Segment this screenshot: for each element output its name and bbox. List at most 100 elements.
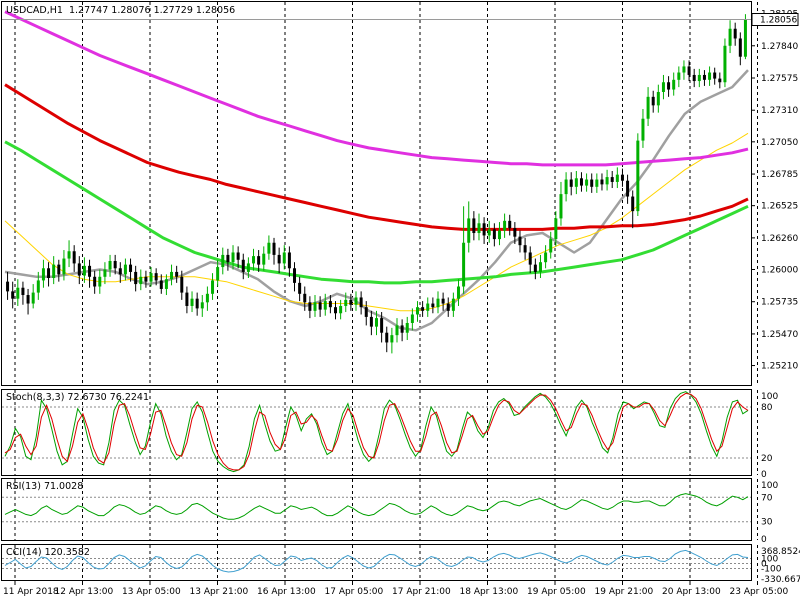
candle-body [11,291,15,299]
candle-body [88,265,92,277]
candle-body [369,316,373,327]
candle-body [62,258,66,275]
candle [503,213,507,238]
candle-body [267,242,271,254]
candle-body [57,264,61,275]
price-tick-label: 1.25735 [761,298,798,308]
candle-body [702,74,706,80]
ohlc-label: 1.27747 1.28076 1.27729 1.28056 [69,5,235,16]
candle-body [200,302,204,309]
candle [339,299,343,320]
indicator-tick-label: 20 [761,454,773,464]
candle-body [364,307,368,317]
candle [702,70,706,86]
rsi-panel[interactable]: RSI(13) 71.0028 100 70 30 0 [1,478,779,546]
candle-body [672,79,676,90]
candle-body [313,302,317,311]
candle [154,268,158,286]
candle [743,14,747,60]
candle-body [334,307,338,314]
candle-body [410,314,414,323]
candle-body [738,38,742,57]
candle [159,274,163,294]
price-panel[interactable]: USDCAD,H1 1.27747 1.28076 1.27729 1.28056… [1,1,799,386]
candle [129,258,133,282]
indicator-tick-label: 100 [761,481,778,491]
indicator-tick-label: 0 [761,535,767,545]
candle-body [462,242,466,287]
candle-body [641,118,645,141]
candle [175,265,179,283]
candle [98,269,102,294]
time-tick-label: 18 Apr 13:00 [460,587,519,597]
time-tick-label: 19 Apr 21:00 [595,587,654,597]
candle [246,257,250,279]
candle-body [600,179,604,185]
candle [77,256,81,285]
candle [682,60,686,80]
candle [405,316,409,341]
candle-body [318,302,322,310]
candle-body [257,256,261,265]
stochastic-lines [4,391,749,473]
candle [733,22,737,46]
candle [728,20,732,54]
candle-body [574,178,578,187]
price-tick-label: 1.26525 [761,202,798,212]
indicator-tick-label: 30 [761,518,773,528]
moving-average-line [4,140,749,285]
candle [595,173,599,193]
candle [62,250,66,281]
candle [497,222,501,246]
candle [656,84,660,113]
candle-body [697,74,701,82]
candle-body [482,223,486,236]
candle [323,293,327,316]
candle-body [620,174,624,181]
candle [559,181,563,226]
candle [549,231,553,259]
candle [200,295,204,317]
indicator-tick-label: -330.6672 [761,575,800,585]
candle [287,246,291,277]
candle [646,87,650,127]
candle [11,281,15,309]
price-tick-label: 1.25210 [761,362,798,372]
candle [585,173,589,192]
candle-body [252,256,256,264]
current-price-label: 1.28056 [760,16,797,26]
candle-body [236,252,240,260]
candle-body [282,252,286,264]
candle-body [180,276,184,293]
candle [221,247,225,275]
candle-body [287,252,291,269]
candle [93,270,97,294]
candle [267,235,271,260]
candle-body [359,297,363,308]
candle-body [415,307,419,315]
candle-body [190,298,194,306]
candle-body [21,287,25,296]
price-panel-vertical-grid [14,2,758,385]
candle-body [205,293,209,303]
cci-panel[interactable]: CCI(14) 120.3582 368.85241000-100-330.66… [1,544,800,586]
candle-body [446,303,450,311]
candle-body [405,322,409,333]
candle [344,292,348,313]
candle-body [170,271,174,280]
candle-body [528,252,532,265]
candle-body [487,229,491,236]
candle-body [241,259,245,272]
candle-body [615,174,619,182]
candle-body [713,72,717,79]
candle [375,310,378,336]
candle-body [595,179,599,187]
candle-body [733,28,737,39]
svg-text:USDCAD,H11.27747 1.28076 1.277: USDCAD,H1 1.27747 1.28076 1.27729 1.28056 [6,5,235,16]
indicator-line [4,493,749,520]
candle-body [687,66,691,75]
candle [205,286,209,311]
candle [195,292,199,316]
